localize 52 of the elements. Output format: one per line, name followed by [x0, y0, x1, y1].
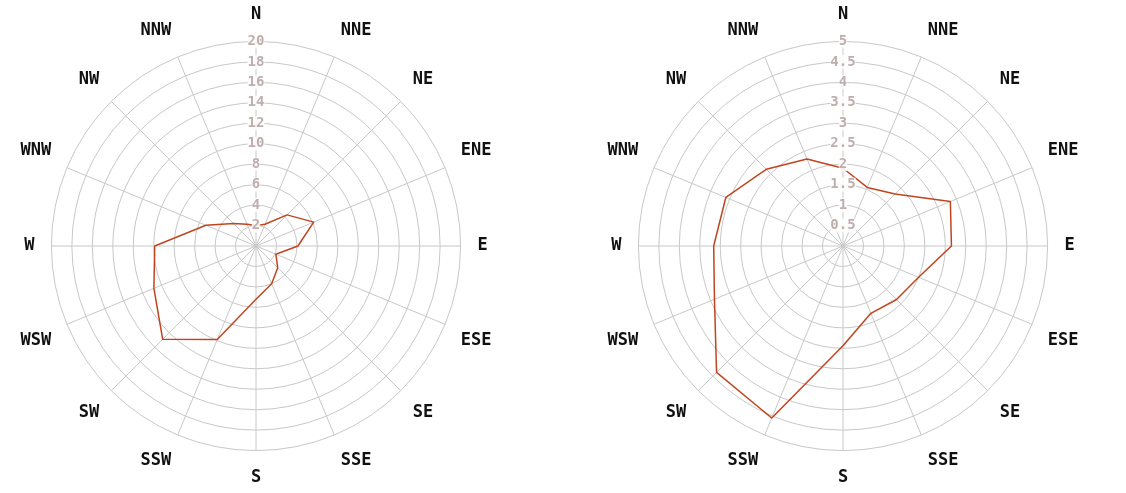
y-tick-label: 0.5 [830, 216, 856, 233]
y-tick-label: 14 [247, 93, 265, 110]
spoke-label: NE [412, 67, 434, 88]
y-tick-label: 20 [247, 32, 265, 49]
y-tick-label: 4 [251, 195, 261, 212]
y-tick-label: 16 [247, 72, 265, 89]
spoke-label: NW [665, 67, 688, 88]
spoke-label: SSE [340, 449, 372, 470]
spoke-label: SE [412, 401, 434, 422]
y-tick-label: 8 [251, 154, 261, 171]
y-tick-label: 3 [838, 113, 848, 130]
spoke-label: WNW [20, 139, 53, 160]
spoke-label: NNE [927, 19, 959, 40]
spoke-label: S [837, 466, 849, 487]
spoke-label: SSW [727, 449, 759, 470]
spoke-label: WSW [607, 329, 640, 350]
spoke-label: NNE [340, 19, 372, 40]
spoke-label: N [837, 2, 849, 23]
y-tick-label: 3.5 [830, 93, 856, 110]
spoke-label: NE [999, 67, 1021, 88]
y-tick-label: 10 [247, 134, 265, 151]
spoke-label: W [24, 234, 36, 255]
spoke-label: ESE [460, 329, 492, 350]
y-tick-label: 4.5 [830, 52, 856, 69]
spoke-label: W [611, 234, 623, 255]
y-tick-label: 1.5 [830, 175, 856, 192]
y-tick-label: 2 [838, 154, 848, 171]
spoke-label: N [250, 2, 262, 23]
spoke-label: E [1064, 234, 1075, 255]
y-tick-label: 5 [838, 32, 848, 49]
y-tick-label: 4 [838, 72, 848, 89]
spoke-label: SW [78, 401, 101, 422]
y-tick-label: 2.5 [830, 134, 856, 151]
spoke-label: WSW [20, 329, 53, 350]
spoke-label: ESE [1047, 329, 1079, 350]
spoke-label: ENE [1047, 139, 1079, 160]
spoke-label: SSE [927, 449, 959, 470]
y-tick-label: 2 [251, 216, 261, 233]
spoke-label: NNW [727, 19, 759, 40]
y-tick-label: 18 [247, 52, 265, 69]
spoke-label: S [250, 466, 262, 487]
y-tick-label: 1 [838, 195, 848, 212]
spoke-label: NNW [140, 19, 172, 40]
spoke-label: E [477, 234, 488, 255]
spoke-label: NW [78, 67, 101, 88]
spoke-label: ENE [460, 139, 492, 160]
spoke-label: SSW [140, 449, 172, 470]
spoke-label: SW [665, 401, 688, 422]
y-tick-label: 12 [247, 113, 265, 130]
spoke-label: SE [999, 401, 1021, 422]
spoke-label: WNW [607, 139, 640, 160]
y-tick-label: 6 [251, 175, 261, 192]
